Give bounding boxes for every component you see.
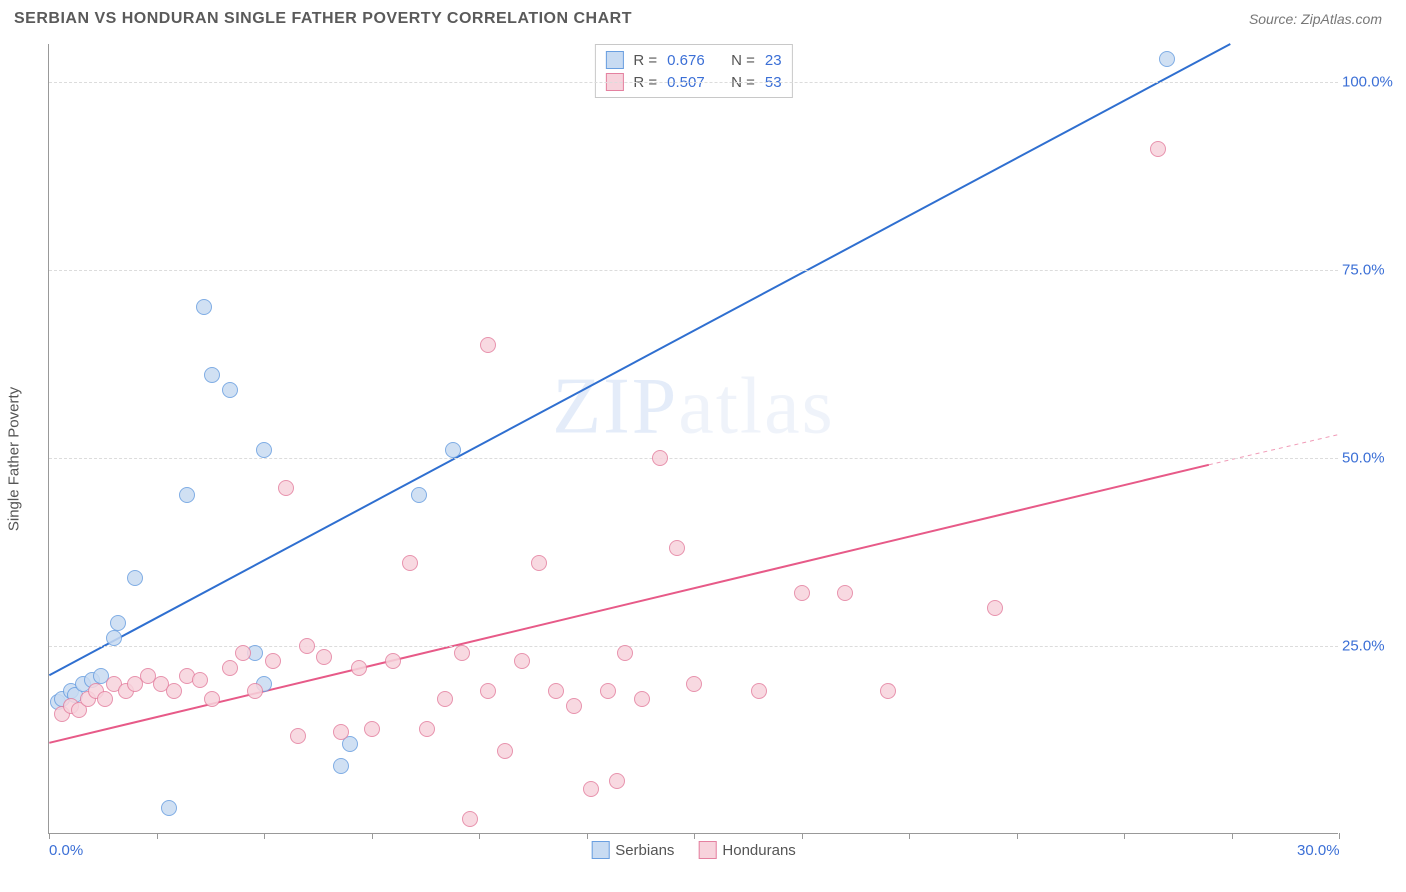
chart-header: SERBIAN VS HONDURAN SINGLE FATHER POVERT…	[0, 0, 1406, 34]
data-point	[265, 653, 281, 669]
y-tick-label: 25.0%	[1342, 637, 1402, 654]
x-tick-label: 30.0%	[1297, 842, 1340, 859]
legend-swatch-serbians	[605, 51, 623, 69]
data-point	[445, 442, 461, 458]
chart-title: SERBIAN VS HONDURAN SINGLE FATHER POVERT…	[14, 10, 632, 28]
legend-label: Hondurans	[722, 842, 795, 859]
data-point	[290, 728, 306, 744]
data-point	[497, 743, 513, 759]
gridline	[49, 82, 1338, 83]
x-tick	[802, 833, 803, 839]
data-point	[634, 691, 650, 707]
data-point	[1150, 141, 1166, 157]
data-point	[316, 649, 332, 665]
trend-line	[49, 44, 1230, 675]
data-point	[222, 660, 238, 676]
x-tick	[372, 833, 373, 839]
data-point	[110, 615, 126, 631]
data-point	[669, 540, 685, 556]
data-point	[166, 683, 182, 699]
data-point	[1159, 51, 1175, 67]
x-tick	[479, 833, 480, 839]
data-point	[256, 442, 272, 458]
data-point	[364, 721, 380, 737]
x-tick	[1232, 833, 1233, 839]
data-point	[196, 299, 212, 315]
data-point	[480, 337, 496, 353]
data-point	[419, 721, 435, 737]
data-point	[514, 653, 530, 669]
data-point	[402, 555, 418, 571]
legend-item: Serbians	[591, 841, 674, 859]
x-tick	[1339, 833, 1340, 839]
legend-item: Hondurans	[698, 841, 795, 859]
data-point	[192, 672, 208, 688]
data-point	[411, 487, 427, 503]
data-point	[179, 487, 195, 503]
data-point	[333, 724, 349, 740]
data-point	[880, 683, 896, 699]
data-point	[751, 683, 767, 699]
y-axis-label: Single Father Poverty	[6, 387, 23, 531]
data-point	[480, 683, 496, 699]
data-point	[652, 450, 668, 466]
legend-swatch	[591, 841, 609, 859]
data-point	[385, 653, 401, 669]
data-point	[548, 683, 564, 699]
data-point	[617, 645, 633, 661]
data-point	[106, 630, 122, 646]
source-attribution: Source: ZipAtlas.com	[1249, 11, 1382, 27]
data-point	[566, 698, 582, 714]
data-point	[583, 781, 599, 797]
legend-row-serbians: R = 0.676 N = 23	[605, 49, 781, 71]
y-tick-label: 75.0%	[1342, 261, 1402, 278]
trend-line	[49, 465, 1209, 743]
data-point	[278, 480, 294, 496]
x-tick	[694, 833, 695, 839]
data-point	[97, 691, 113, 707]
data-point	[531, 555, 547, 571]
data-point	[204, 691, 220, 707]
data-point	[609, 773, 625, 789]
watermark: ZIPatlas	[552, 361, 835, 452]
data-point	[686, 676, 702, 692]
x-tick	[157, 833, 158, 839]
trend-line-dashed	[1209, 435, 1338, 465]
data-point	[837, 585, 853, 601]
data-point	[462, 811, 478, 827]
x-tick	[1017, 833, 1018, 839]
data-point	[299, 638, 315, 654]
legend-label: Serbians	[615, 842, 674, 859]
data-point	[204, 367, 220, 383]
data-point	[222, 382, 238, 398]
x-tick	[909, 833, 910, 839]
chart-container: Single Father Poverty ZIPatlas R = 0.676…	[0, 34, 1406, 884]
x-tick	[264, 833, 265, 839]
data-point	[127, 570, 143, 586]
x-tick	[49, 833, 50, 839]
x-tick	[587, 833, 588, 839]
data-point	[351, 660, 367, 676]
data-point	[600, 683, 616, 699]
data-point	[794, 585, 810, 601]
series-legend: Serbians Hondurans	[591, 841, 796, 859]
data-point	[437, 691, 453, 707]
correlation-legend: R = 0.676 N = 23 R = 0.507 N = 53	[594, 44, 792, 98]
gridline	[49, 270, 1338, 271]
x-tick-label: 0.0%	[49, 842, 83, 859]
data-point	[247, 683, 263, 699]
x-tick	[1124, 833, 1125, 839]
y-tick-label: 100.0%	[1342, 73, 1402, 90]
data-point	[987, 600, 1003, 616]
gridline	[49, 458, 1338, 459]
data-point	[235, 645, 251, 661]
trend-lines	[49, 44, 1338, 833]
plot-area: ZIPatlas R = 0.676 N = 23 R = 0.507 N = …	[48, 44, 1338, 834]
data-point	[161, 800, 177, 816]
y-tick-label: 50.0%	[1342, 449, 1402, 466]
data-point	[454, 645, 470, 661]
data-point	[333, 758, 349, 774]
legend-swatch	[698, 841, 716, 859]
